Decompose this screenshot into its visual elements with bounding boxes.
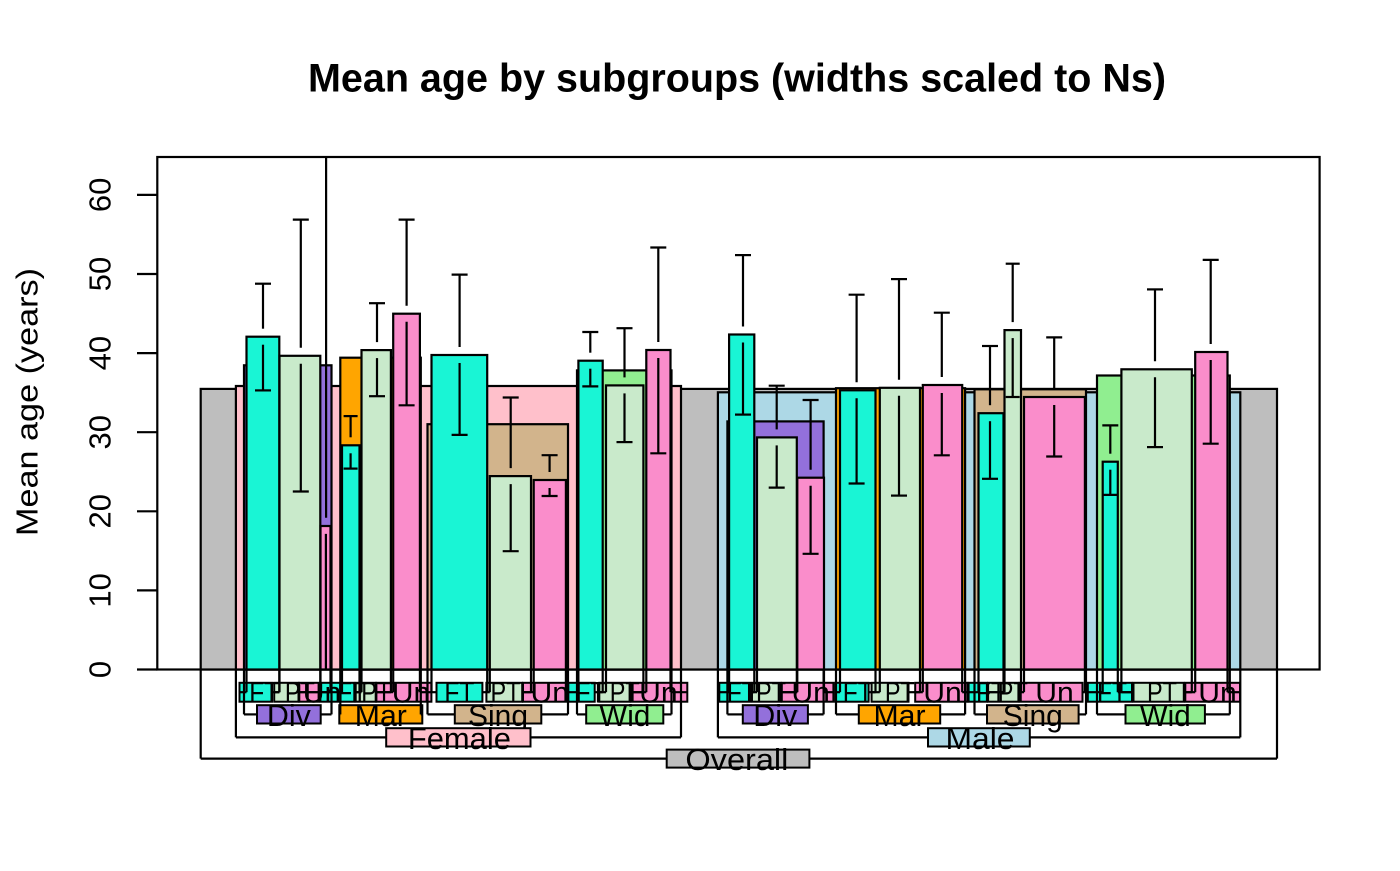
svg-text:Overall: Overall xyxy=(685,742,788,777)
svg-text:Mar: Mar xyxy=(355,698,407,733)
svg-text:50: 50 xyxy=(83,257,118,291)
svg-text:0: 0 xyxy=(83,661,118,678)
svg-text:Sing: Sing xyxy=(1003,698,1063,733)
svg-text:Mar: Mar xyxy=(874,698,926,733)
svg-text:PT: PT xyxy=(285,677,315,710)
svg-text:Female: Female xyxy=(408,721,511,756)
svg-text:PT: PT xyxy=(1147,677,1177,710)
svg-text:FT: FT xyxy=(976,677,1006,710)
svg-text:Wid: Wid xyxy=(599,698,650,733)
svg-text:Div: Div xyxy=(753,698,797,733)
svg-text:PT: PT xyxy=(756,677,786,710)
svg-text:PT: PT xyxy=(610,677,640,710)
svg-text:Un: Un xyxy=(303,677,342,710)
svg-text:20: 20 xyxy=(83,494,118,528)
svg-text:FT: FT xyxy=(249,677,279,710)
svg-text:40: 40 xyxy=(83,336,118,370)
svg-text:Wid: Wid xyxy=(1140,698,1191,733)
svg-text:Un: Un xyxy=(1035,677,1074,710)
svg-text:FT: FT xyxy=(843,677,873,710)
svg-text:Sing: Sing xyxy=(468,698,528,733)
svg-text:PT: PT xyxy=(361,677,391,710)
svg-text:FT: FT xyxy=(337,677,367,710)
svg-text:PT: PT xyxy=(491,677,521,710)
svg-text:Mean age by subgroups (widths: Mean age by subgroups (widths scaled to … xyxy=(308,57,1166,101)
svg-text:Male: Male xyxy=(946,721,1015,756)
svg-text:Div: Div xyxy=(267,698,311,733)
svg-text:Un: Un xyxy=(923,677,962,710)
svg-text:FT: FT xyxy=(576,677,606,710)
svg-text:Un: Un xyxy=(531,677,570,710)
svg-text:60: 60 xyxy=(83,178,118,212)
svg-text:30: 30 xyxy=(83,415,118,449)
svg-text:FT: FT xyxy=(727,677,757,710)
svg-text:FT: FT xyxy=(444,677,474,710)
svg-text:10: 10 xyxy=(83,573,118,607)
svg-text:Un: Un xyxy=(392,677,431,710)
svg-text:PT: PT xyxy=(885,677,915,710)
svg-text:Mean age (years): Mean age (years) xyxy=(10,268,45,536)
svg-text:FT: FT xyxy=(1097,677,1127,710)
svg-text:PT: PT xyxy=(998,677,1028,710)
